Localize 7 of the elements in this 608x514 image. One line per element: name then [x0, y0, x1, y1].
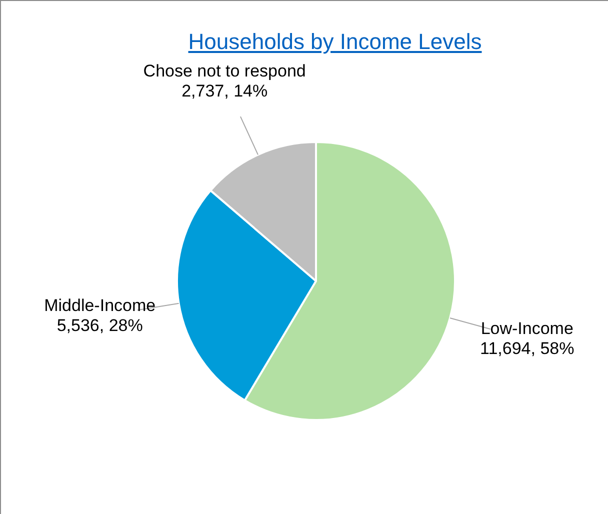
data-label: 2,737, 14% — [182, 82, 268, 101]
slice-label: Low-Income — [480, 318, 574, 338]
slice-label: Chose not to respond — [143, 62, 306, 81]
data-label: 11,694, 58% — [480, 338, 574, 358]
slice-label: Middle-Income — [44, 296, 156, 315]
chart-title: Households by Income Levels — [187, 29, 483, 55]
data-label: 5,536, 28% — [56, 316, 143, 335]
